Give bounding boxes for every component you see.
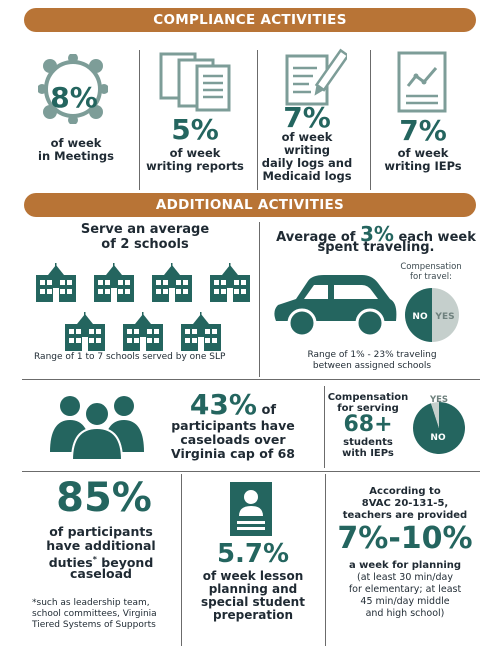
divider (22, 379, 480, 380)
school-building-icon (123, 312, 163, 351)
travel-no-label: NO (412, 312, 428, 322)
reports-label-1: of week (169, 146, 221, 160)
duties-line-1: of participants (49, 524, 153, 539)
duties-line-3: duties* beyond (26, 553, 176, 570)
duties-note-2: school committees, Virginia (32, 609, 157, 619)
divider (370, 50, 371, 190)
logs-label-2: writing (283, 143, 331, 157)
duties-line-3a: duties (48, 555, 93, 571)
lesson-plan-person-icon (230, 482, 272, 536)
travel-pie: NO YES (405, 288, 459, 342)
caseload-line-2: participants have (171, 418, 295, 433)
meeting-people-icon (38, 54, 108, 124)
compliance-banner: COMPLIANCE ACTIVITIES (24, 8, 476, 32)
caseload-headline: 43% of (158, 388, 308, 421)
divider (324, 386, 325, 468)
school-building-icon (210, 263, 250, 302)
reports-documents-icon (159, 52, 231, 112)
additional-banner: ADDITIONAL ACTIVITIES (24, 193, 476, 217)
travel-comp-label-1: Compensation (400, 262, 462, 272)
teachers-line-2: 8VAC 20-131-5, (361, 498, 449, 509)
travel-comp-label-2: for travel: (410, 272, 452, 282)
travel-yes-label: YES (434, 312, 454, 322)
teachers-line-8: and high school) (365, 608, 445, 619)
writing-log-icon (285, 48, 347, 106)
meetings-label-2: in Meetings (38, 149, 114, 163)
schools-line-2: of 2 schools (101, 237, 189, 252)
planning-line-3: special student (201, 595, 305, 609)
planning-line-1: of week lesson (202, 569, 304, 583)
ieps-percent: 7% (399, 114, 447, 147)
meetings-percent: 8% (50, 81, 98, 114)
teachers-line-1: According to (369, 486, 441, 497)
teachers-line-3: teachers are provided (342, 510, 468, 521)
travel-line-2: spent traveling. (317, 240, 435, 255)
travel-yes-slice (432, 288, 459, 342)
ieps68-line-1: Compensation (327, 392, 409, 403)
travel-range-1: Range of 1% - 23% traveling (307, 350, 437, 360)
planning-line-4: preperation (212, 608, 294, 622)
ieps68-yes-label: YES (429, 395, 448, 405)
teachers-line-6: for elementary; at least (348, 584, 462, 595)
logs-label-1: of week (281, 130, 333, 144)
duties-star: * (92, 555, 97, 564)
school-building-icon (94, 263, 134, 302)
ieps68-no-label: NO (430, 433, 446, 443)
duties-line-4: caseload (69, 566, 133, 581)
travel-post: each week (393, 230, 476, 245)
ieps-label-1: of week (397, 146, 449, 160)
group-people-icon (50, 396, 144, 460)
ieps68-line-4: with IEPs (342, 448, 394, 459)
ieps68-yes-slice (430, 402, 439, 428)
iep-chart-document-icon (397, 51, 447, 113)
travel-range-2: between assigned schools (312, 361, 432, 371)
divider (139, 50, 140, 190)
duties-line-3b: beyond (96, 555, 154, 571)
ieps68-pie: YES NO (413, 395, 465, 454)
teachers-line-5: (at least 30 min/day (357, 572, 453, 583)
school-building-icon (36, 263, 76, 302)
travel-percent: 3% (359, 222, 394, 246)
duties-note-1: *such as leadership team, (32, 598, 150, 608)
teachers-line-7: 45 min/day middle (360, 596, 450, 607)
planning-line-2: planning and (208, 582, 298, 596)
divider (325, 474, 326, 646)
ieps-label-2: writing IEPs (384, 159, 462, 173)
logs-label-4: Medicaid logs (262, 169, 352, 183)
caseload-line-4: Virginia cap of 68 (170, 446, 296, 461)
travel-headline: Average of 3% each week (262, 222, 490, 246)
travel-no-slice (405, 288, 432, 342)
planning-percent: 5.7% (216, 539, 290, 569)
schools-range: Range of 1 to 7 schools served by one SL… (34, 352, 226, 362)
duties-line-2: have additional (46, 538, 156, 553)
school-building-icon (181, 312, 221, 351)
ieps68-big: 68+ (343, 412, 393, 437)
caseload-line-3: caseloads over (180, 432, 286, 447)
car-icon (274, 275, 397, 338)
duties-percent: 85% (56, 475, 152, 521)
caseload-suffix: of (256, 403, 277, 418)
duties-note-3: Tiered Systems of Supports (32, 620, 156, 630)
divider (181, 474, 182, 646)
logs-label-3: daily logs and (261, 156, 353, 170)
reports-percent: 5% (171, 113, 219, 146)
teachers-line-4: a week for planning (348, 560, 462, 571)
teachers-big: 7%-10% (337, 521, 473, 556)
schools-line-1: Serve an average (80, 222, 210, 237)
travel-pre: Average of (276, 230, 360, 245)
school-building-icon (65, 312, 105, 351)
divider (22, 471, 480, 472)
reports-label-2: writing reports (146, 159, 244, 173)
ieps68-line-3: students (343, 437, 393, 448)
ieps68-line-2: for serving (337, 403, 399, 414)
logs-percent: 7% (283, 101, 331, 134)
divider (259, 222, 260, 377)
caseload-percent: 43% (189, 388, 257, 421)
school-building-icon (152, 263, 192, 302)
meetings-label-1: of week (50, 136, 102, 150)
divider (257, 50, 258, 190)
